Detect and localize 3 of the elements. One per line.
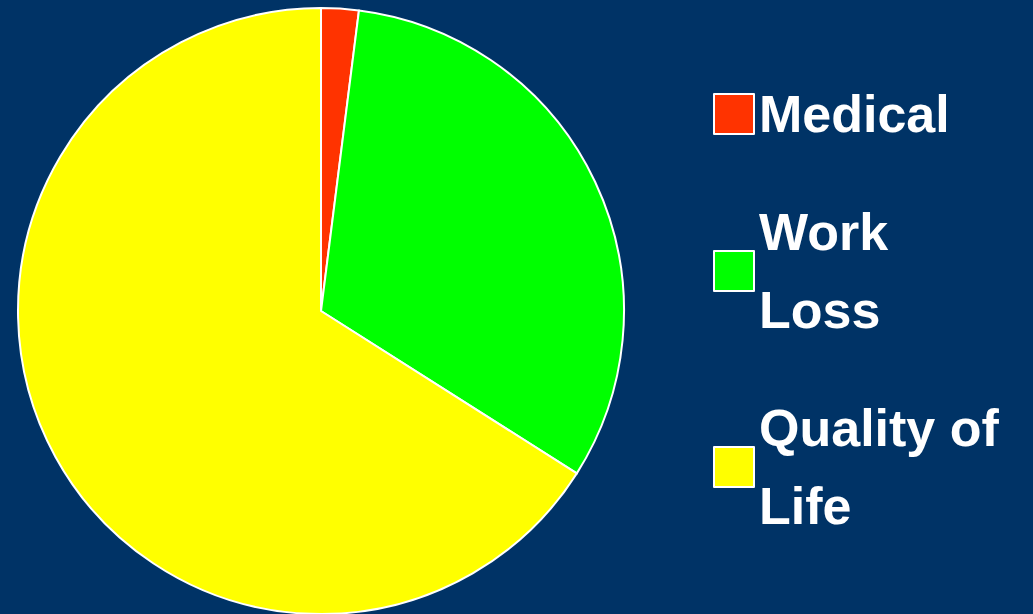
- legend-label: Work Loss: [759, 203, 903, 339]
- legend-label: Medical: [759, 85, 950, 143]
- legend-label: Quality of Life: [759, 399, 1014, 535]
